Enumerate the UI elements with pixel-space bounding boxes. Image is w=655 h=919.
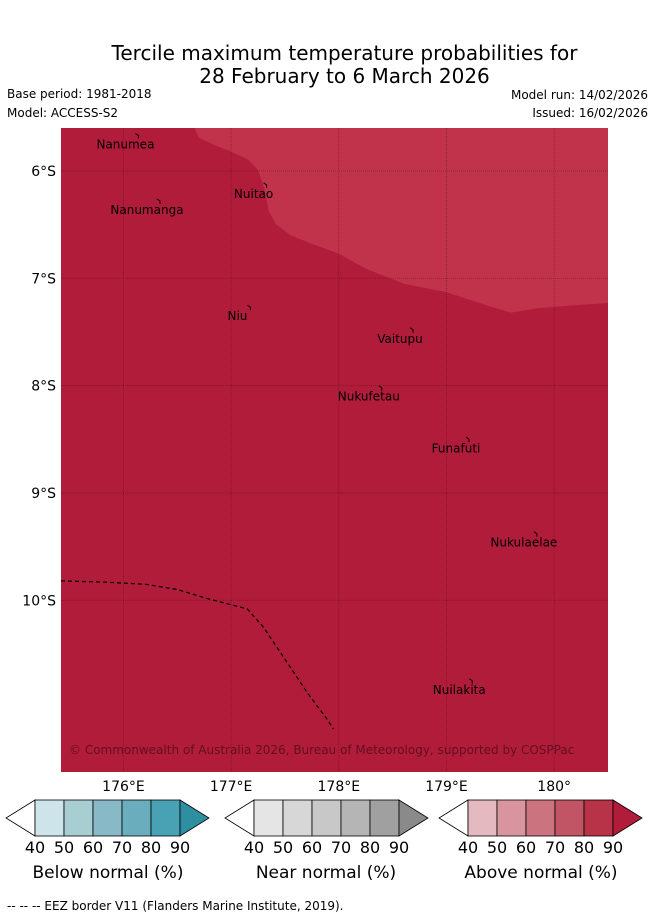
island-mark	[465, 436, 470, 443]
place-label: Vaitupu	[377, 332, 423, 346]
colorbar-segment	[525, 799, 556, 837]
colorbar-segment	[467, 799, 498, 837]
y-tick-label: 9°S	[31, 486, 56, 502]
colorbar-segment	[496, 799, 527, 837]
colorbar-tick-label: 50	[487, 838, 507, 857]
x-tick-label: 176°E	[102, 779, 145, 795]
x-tick-label: 177°E	[210, 779, 253, 795]
place-label: Nanumanga	[110, 203, 183, 217]
colorbar-tick-label: 80	[360, 838, 380, 857]
colorbar-segment	[554, 799, 585, 837]
chart-title-line1: Tercile maximum temperature probabilitie…	[111, 41, 578, 65]
x-tick-label: 178°E	[318, 779, 361, 795]
colorbar-segment	[92, 799, 123, 837]
y-tick-label: 8°S	[31, 379, 56, 395]
island-mark	[533, 531, 538, 537]
colorbar-tick-label: 80	[141, 838, 161, 857]
colorbar-tick-label: 90	[170, 838, 190, 857]
eez-legend: -- -- -- EEZ border V11 (Flanders Marine…	[7, 899, 344, 913]
island-mark	[409, 327, 414, 333]
colorbar-tick-label: 60	[83, 838, 103, 857]
place-label: Nuilakita	[433, 683, 486, 697]
colorbar-extend-low	[438, 799, 469, 837]
colorbar-segment	[340, 799, 371, 837]
model-name: Model: ACCESS-S2	[7, 106, 119, 120]
colorbar-segment	[311, 799, 342, 837]
colorbar-tick-label: 70	[112, 838, 132, 857]
chart-title-line2: 28 February to 6 March 2026	[199, 64, 490, 88]
colorbar-segment	[34, 799, 65, 837]
place-label: Nanumea	[96, 138, 154, 152]
colorbar-segment	[63, 799, 94, 837]
island-mark	[247, 304, 251, 311]
region-above-normal-1	[194, 128, 608, 313]
colorbar-extend-high	[398, 799, 429, 837]
colorbar-extend-high	[612, 799, 643, 837]
place-label: Nuitao	[234, 187, 273, 201]
y-tick-label: 7°S	[31, 271, 56, 287]
colorbar-segment	[583, 799, 614, 837]
y-tick-label: 10°S	[22, 593, 56, 609]
colorbar-segment	[121, 799, 152, 837]
colorbar-segment	[253, 799, 284, 837]
island-mark	[135, 133, 139, 139]
issued-date: Issued: 16/02/2026	[532, 106, 648, 120]
x-tick-label: 180°	[537, 779, 571, 795]
colorbar-tick-label: 90	[389, 838, 409, 857]
colorbar-label-above: Above normal (%)	[464, 863, 618, 883]
colorbar-tick-label: 40	[244, 838, 264, 857]
base-period: Base period: 1981-2018	[7, 87, 152, 101]
island-mark	[263, 182, 268, 188]
place-label: Nukufetau	[338, 390, 400, 404]
x-tick-label: 179°E	[425, 779, 468, 795]
island-mark	[378, 385, 383, 391]
colorbar-tick-label: 60	[516, 838, 536, 857]
island-mark	[156, 198, 161, 204]
colorbar-tick-label: 60	[302, 838, 322, 857]
colorbar-extend-low	[5, 799, 36, 837]
place-label: Niu	[227, 309, 247, 323]
map-area: Nanumea Nuitao Nanumanga Niu Vaitupu Nukufeta…	[61, 128, 608, 772]
copyright-text: © Commonwealth of Australia 2026, Bureau…	[69, 743, 574, 757]
colorbar-tick-label: 40	[458, 838, 478, 857]
colorbar-extend-low	[224, 799, 255, 837]
colorbar-tick-label: 70	[545, 838, 565, 857]
place-label: Nukulaelae	[490, 536, 557, 550]
colorbar-tick-label: 90	[603, 838, 623, 857]
colorbar-tick-label: 50	[54, 838, 74, 857]
eez-border-line	[61, 580, 334, 730]
colorbar-label-near: Near normal (%)	[255, 863, 397, 883]
colorbar-tick-label: 80	[574, 838, 594, 857]
colorbars: 40 50 60 70 80 90 40 50 60 70 80 90 40 50 60 70 80 90	[5, 799, 643, 857]
colorbar-tick-label: 50	[273, 838, 293, 857]
island-mark	[468, 678, 473, 684]
y-tick-label: 6°S	[31, 164, 56, 180]
colorbar-tick-label: 40	[25, 838, 45, 857]
colorbar-segment	[282, 799, 313, 837]
colorbar-segment	[369, 799, 400, 837]
model-run: Model run: 14/02/2026	[510, 88, 648, 102]
colorbar-label-below: Below normal (%)	[32, 863, 184, 883]
colorbar-segment	[150, 799, 181, 837]
place-label: Funafuti	[432, 441, 481, 455]
colorbar-extend-high	[179, 799, 210, 837]
colorbar-tick-label: 70	[331, 838, 351, 857]
map-axes: 176°E 177°E 178°E 179°E 180° 6°S 7°S 8°S 9°S 10°S	[22, 164, 571, 795]
